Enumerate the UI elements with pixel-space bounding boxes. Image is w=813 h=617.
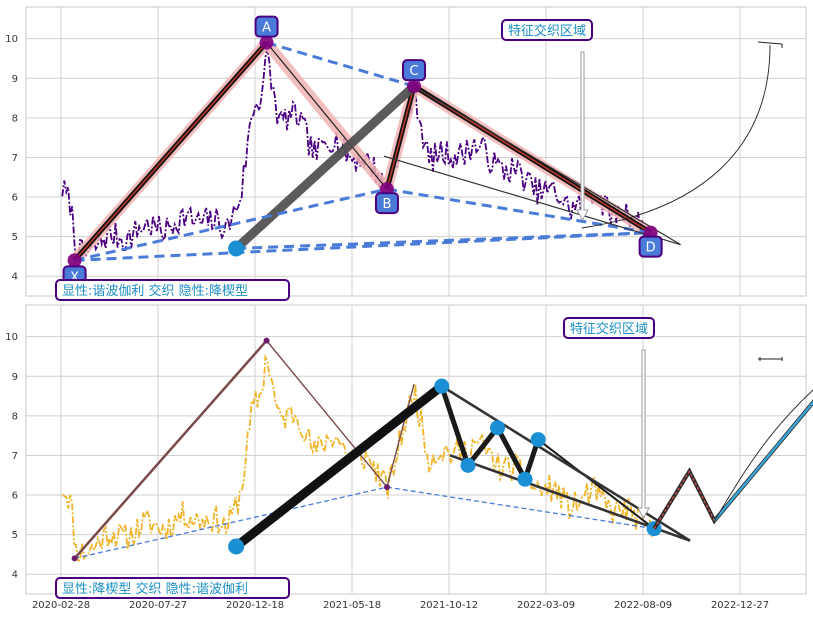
y-tick-label: 10 xyxy=(5,34,18,45)
wedge-point-dot xyxy=(530,432,546,448)
plot-frame xyxy=(25,304,807,595)
wedge-trendline xyxy=(441,385,691,542)
y-tick-label: 6 xyxy=(12,491,18,502)
y-tick-label: 4 xyxy=(12,272,18,283)
harmonic-point-dot xyxy=(71,555,78,562)
wedge-zigzag xyxy=(537,438,656,530)
projection-curve xyxy=(581,44,771,229)
harmonic-leg-core xyxy=(413,85,652,234)
harmonic-point-dot xyxy=(383,484,390,491)
point-label: C xyxy=(409,64,418,79)
point-label-box xyxy=(402,59,427,82)
wedge-zigzag xyxy=(495,425,528,482)
annotation-label: 特征交织区域 xyxy=(570,321,648,337)
xabcd-dashed-connector xyxy=(386,187,651,235)
wedge-zigzag xyxy=(439,383,471,468)
point-label: A xyxy=(262,21,271,36)
wedge-point-dot xyxy=(490,420,505,436)
wedge-point-dot xyxy=(517,471,533,487)
wedge-trendline xyxy=(383,155,681,246)
point-label: X xyxy=(70,270,79,285)
annotation-arrow xyxy=(576,51,589,222)
x-tick-label: 2020-12-18 xyxy=(226,600,284,611)
annotation-label-box xyxy=(501,19,593,41)
wedge-breakout-line xyxy=(231,381,447,551)
wedge-zigzag xyxy=(465,425,500,468)
y-tick-label: 4 xyxy=(12,570,18,581)
harmonic-leg xyxy=(386,384,415,488)
harmonic-leg-core xyxy=(386,85,415,190)
harmonic-leg xyxy=(266,42,388,190)
point-label-box xyxy=(374,192,399,215)
x-tick-label: 2022-08-09 xyxy=(614,600,672,611)
y-tick-label: 8 xyxy=(12,411,18,422)
xabcd-dashed-connector xyxy=(266,41,415,88)
harmonic-leg xyxy=(73,339,268,560)
point-label: D xyxy=(646,241,656,256)
projection-target-bar xyxy=(757,41,783,48)
legend-text-box xyxy=(55,577,290,599)
wedge-point-dot xyxy=(460,457,476,473)
y-tick-label: 7 xyxy=(12,153,18,164)
wedge-upper-line xyxy=(231,81,419,253)
pattern-point-dot xyxy=(259,35,274,50)
x-tick-label: 2021-10-12 xyxy=(420,600,478,611)
legend-text-box xyxy=(55,279,290,301)
wedge-point-dot xyxy=(434,378,450,394)
point-label-box xyxy=(638,235,663,258)
harmonic-point-dot xyxy=(263,337,270,344)
y-tick-label: 7 xyxy=(12,451,18,462)
point-label: B xyxy=(383,197,392,212)
wedge-start-dot xyxy=(228,538,245,555)
legend-text: 显性:谐波伽利 交织 隐性:降楔型 xyxy=(62,283,248,299)
y-tick-label: 8 xyxy=(12,113,18,124)
y-tick-label: 5 xyxy=(12,530,18,541)
harmonic-dashed-connector xyxy=(74,486,388,560)
x-tick-label: 2022-12-27 xyxy=(711,600,769,611)
annotation-label-box xyxy=(563,317,655,339)
annotation-label: 特征交织区域 xyxy=(508,23,586,39)
plot-frame xyxy=(25,6,807,297)
y-tick-label: 9 xyxy=(12,372,18,383)
legend-text: 显性:降楔型 交织 隐性:谐波伽利 xyxy=(62,581,248,597)
pattern-point-dot xyxy=(407,79,422,94)
y-tick-label: 6 xyxy=(12,193,18,204)
pattern-point-dot xyxy=(67,253,82,268)
wedge-trendline xyxy=(413,85,681,246)
annotation-arrow xyxy=(637,349,650,520)
harmonic-dashed-connector xyxy=(386,486,655,530)
x-tick-label: 2020-07-27 xyxy=(129,600,187,611)
projection-curve xyxy=(713,389,813,521)
y-tick-label: 10 xyxy=(5,332,18,343)
y-tick-label: 9 xyxy=(12,74,18,85)
point-label-box xyxy=(254,15,279,38)
xabcd-dashed-connector xyxy=(236,231,651,250)
marker-dot xyxy=(228,240,245,257)
projection-target-leg xyxy=(713,400,813,522)
xabcd-dashed-connector xyxy=(74,187,388,262)
bottom-panel: 4 5 6 7 8 9 10 2020-02-28 2020-07-27 2020-12-18 20… xyxy=(5,304,813,611)
projection-target-bar xyxy=(758,357,783,361)
xabcd-dashed-connector xyxy=(74,231,651,262)
x-tick-label: 2022-03-09 xyxy=(517,600,575,611)
harmonic-leg-core xyxy=(74,42,268,261)
x-tick-label: 2020-02-28 xyxy=(32,600,90,611)
harmonic-leg xyxy=(266,340,388,488)
x-tick-label: 2021-05-18 xyxy=(323,600,381,611)
y-tick-label: 5 xyxy=(12,232,18,243)
